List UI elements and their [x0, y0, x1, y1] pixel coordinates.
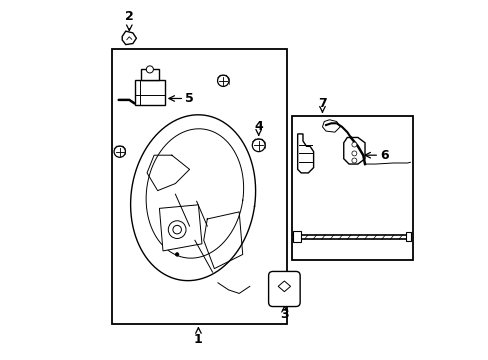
- Text: 4: 4: [254, 120, 263, 133]
- Text: 2: 2: [124, 10, 133, 23]
- Text: 6: 6: [379, 149, 388, 162]
- Text: 5: 5: [185, 92, 194, 105]
- Polygon shape: [122, 31, 136, 45]
- Circle shape: [146, 66, 153, 73]
- Bar: [405, 233, 410, 241]
- Circle shape: [168, 221, 185, 238]
- Text: 3: 3: [280, 308, 288, 321]
- Circle shape: [114, 146, 125, 157]
- Bar: [134, 80, 164, 105]
- Bar: [141, 69, 159, 80]
- Circle shape: [351, 158, 356, 163]
- Polygon shape: [278, 281, 290, 292]
- Text: a: a: [301, 153, 305, 159]
- Bar: [293, 231, 300, 242]
- FancyBboxPatch shape: [268, 271, 300, 306]
- Circle shape: [175, 253, 179, 256]
- Text: 7: 7: [318, 97, 326, 110]
- Polygon shape: [159, 205, 202, 251]
- Circle shape: [351, 142, 356, 147]
- Polygon shape: [343, 138, 364, 164]
- Circle shape: [351, 151, 356, 156]
- Polygon shape: [322, 120, 340, 132]
- Circle shape: [252, 139, 264, 152]
- Bar: [292, 116, 412, 260]
- Text: 1: 1: [194, 333, 203, 346]
- Circle shape: [173, 225, 181, 234]
- Polygon shape: [297, 134, 313, 173]
- Bar: [111, 49, 286, 324]
- Circle shape: [217, 75, 228, 86]
